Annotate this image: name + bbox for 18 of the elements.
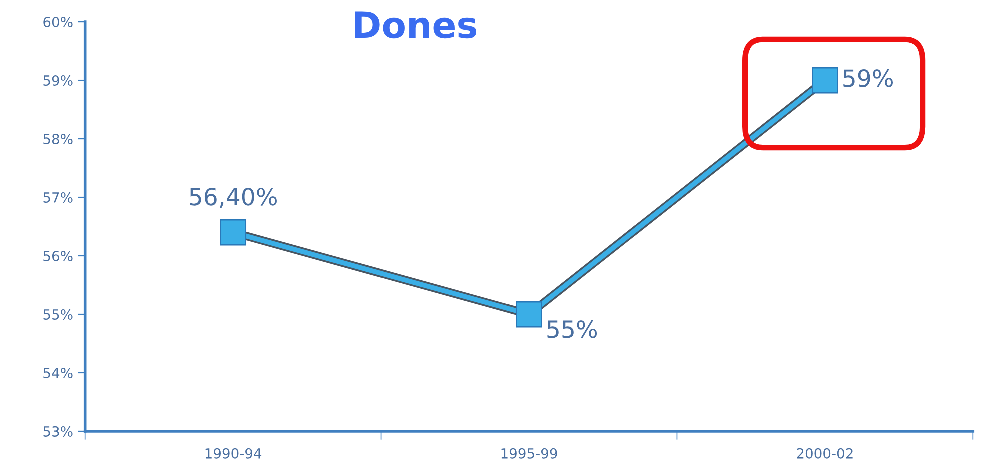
point (812, 67, 838, 94)
data-label: 56,40% (190, 188, 278, 208)
point (220, 219, 247, 246)
y-tick-label: 53% (44, 426, 73, 437)
y-tick-label: 57% (44, 192, 73, 203)
x-tick-label: 2000-02 (797, 448, 853, 459)
data-label: 59% (844, 70, 894, 88)
y-tick-label: 54% (44, 368, 73, 378)
y-tick-label: 58% (44, 134, 73, 144)
chart-title: Dones (355, 12, 476, 39)
y-tick-label: 55% (44, 309, 73, 320)
x-tick-label: 1995-99 (502, 448, 558, 459)
y-tick-label: 59% (44, 76, 73, 86)
data-label: 55% (548, 320, 598, 338)
y-tick-label: 56% (44, 250, 73, 262)
x-tick-label: 1990-94 (206, 448, 262, 459)
y-tick-label: 60% (44, 17, 73, 28)
point (516, 301, 542, 328)
